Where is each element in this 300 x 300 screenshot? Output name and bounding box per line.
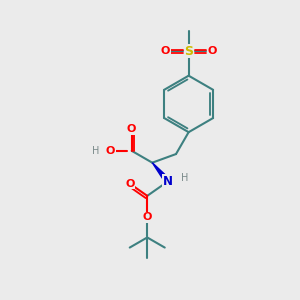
Text: O: O: [142, 212, 152, 222]
Text: O: O: [125, 178, 134, 189]
Text: O: O: [161, 46, 170, 56]
Text: S: S: [184, 45, 193, 58]
Text: H: H: [92, 146, 99, 156]
Text: H: H: [181, 173, 188, 183]
Text: O: O: [106, 146, 115, 156]
Polygon shape: [152, 163, 170, 183]
Text: O: O: [127, 124, 136, 134]
Text: N: N: [163, 175, 173, 188]
Text: O: O: [207, 46, 217, 56]
